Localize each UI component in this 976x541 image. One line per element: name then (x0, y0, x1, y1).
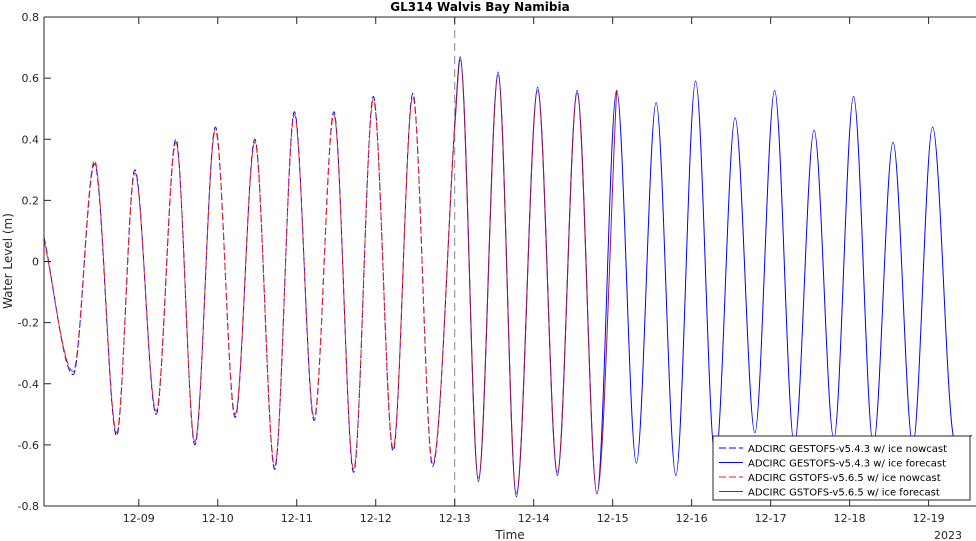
y-axis-title: Water Level (m) (1, 213, 15, 309)
year-label: 2023 (934, 529, 962, 541)
x-axis-title: Time (494, 528, 524, 541)
legend-box (712, 435, 971, 501)
y-tick-label: -0.2 (18, 317, 39, 330)
plot-background (44, 17, 976, 506)
x-tick-label: 12-09 (123, 512, 155, 525)
x-tick-label: 12-19 (913, 512, 945, 525)
x-tick-label: 12-13 (439, 512, 471, 525)
y-tick-label: -0.6 (18, 439, 39, 452)
series-line-4 (454, 59, 618, 495)
y-tick-label: 0.4 (22, 133, 40, 146)
y-tick-label: -0.4 (18, 378, 39, 391)
x-tick-label: 12-14 (518, 512, 550, 525)
plot-area (44, 17, 976, 506)
legend-label: ADCIRC GESTOFS-v5.4.3 w/ ice nowcast (748, 444, 947, 455)
x-tick-label: 12-10 (202, 512, 234, 525)
legend-label: ADCIRC GSTOFS-v5.6.5 w/ ice forecast (748, 488, 940, 499)
x-tick-label: 12-17 (755, 512, 787, 525)
series-line-3 (43, 95, 456, 470)
axes-layer: -0.8 -0.6 -0.4 -0.2 0 0.2 0.4 0.6 0.8 12-09 12-10 1… (18, 11, 976, 525)
x-tick-label: 12-11 (281, 512, 313, 525)
x-tick-label: 12-18 (834, 512, 866, 525)
legend-label: ADCIRC GSTOFS-v5.6.5 w/ ice nowcast (748, 473, 941, 484)
y-tick-label: 0.8 (22, 11, 40, 24)
y-tick-label: 0.6 (22, 72, 40, 85)
x-tick-label: 12-16 (676, 512, 708, 525)
chart-title: GL314 Walvis Bay Namibia (390, 0, 569, 14)
x-tick-label: 12-12 (360, 512, 392, 525)
y-tick-label: -0.8 (18, 500, 39, 513)
legend-label: ADCIRC GESTOFS-v5.4.3 w/ ice forecast (748, 459, 946, 470)
legend: ADCIRC GESTOFS-v5.4.3 w/ ice nowcast ADCI… (712, 435, 971, 501)
x-tick-label: 12-15 (597, 512, 629, 525)
y-tick-label: 0 (32, 256, 39, 269)
y-tick-label: 0.2 (22, 194, 40, 207)
